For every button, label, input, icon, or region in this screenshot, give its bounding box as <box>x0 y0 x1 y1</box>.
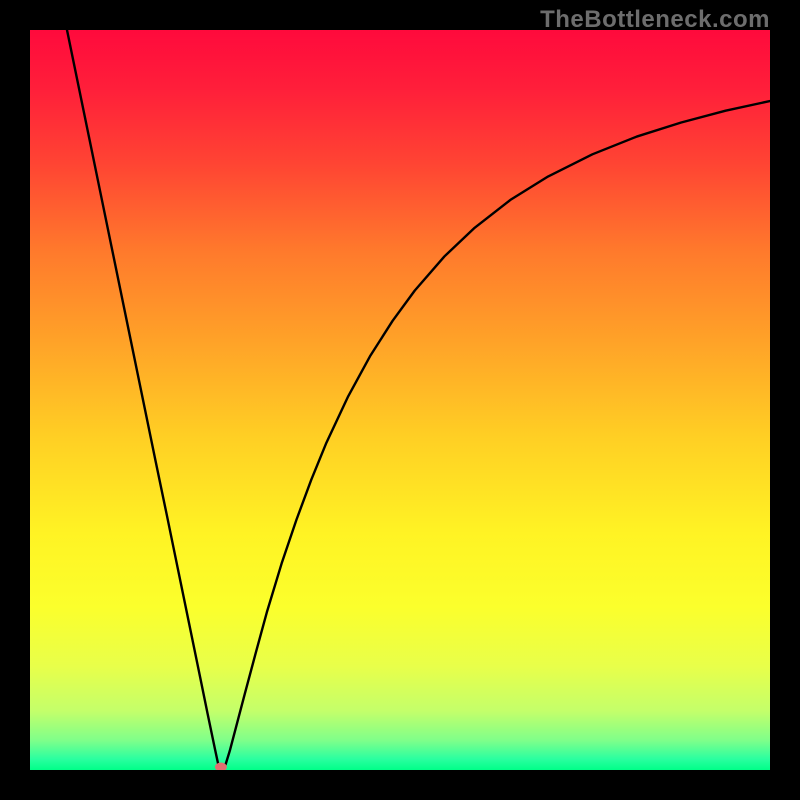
curve-layer <box>30 30 770 770</box>
plot-area <box>30 30 770 770</box>
watermark-text: TheBottleneck.com <box>540 6 770 34</box>
bottleneck-curve <box>67 30 770 770</box>
chart-container: { "watermark": { "text": "TheBottleneck.… <box>0 0 800 800</box>
